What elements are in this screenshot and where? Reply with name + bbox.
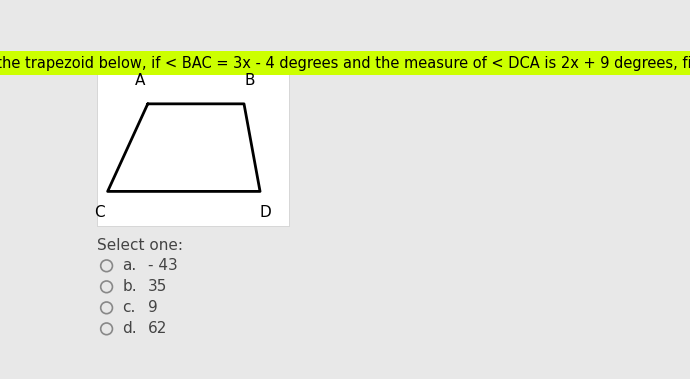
Text: c.: c. bbox=[123, 300, 136, 315]
Text: 9: 9 bbox=[148, 300, 157, 315]
Text: b.: b. bbox=[123, 279, 137, 294]
Text: C: C bbox=[95, 205, 105, 219]
Text: In the trapezoid below, if < BAC = 3x - 4 degrees and the measure of < DCA is 2x: In the trapezoid below, if < BAC = 3x - … bbox=[0, 56, 690, 71]
Text: A: A bbox=[135, 73, 145, 88]
Text: d.: d. bbox=[123, 321, 137, 336]
Text: Select one:: Select one: bbox=[97, 238, 183, 253]
Text: 35: 35 bbox=[148, 279, 167, 294]
Text: B: B bbox=[244, 73, 255, 88]
FancyBboxPatch shape bbox=[97, 60, 290, 226]
Text: - 43: - 43 bbox=[148, 258, 177, 273]
Text: D: D bbox=[259, 205, 271, 219]
Text: 62: 62 bbox=[148, 321, 167, 336]
Text: a.: a. bbox=[123, 258, 137, 273]
